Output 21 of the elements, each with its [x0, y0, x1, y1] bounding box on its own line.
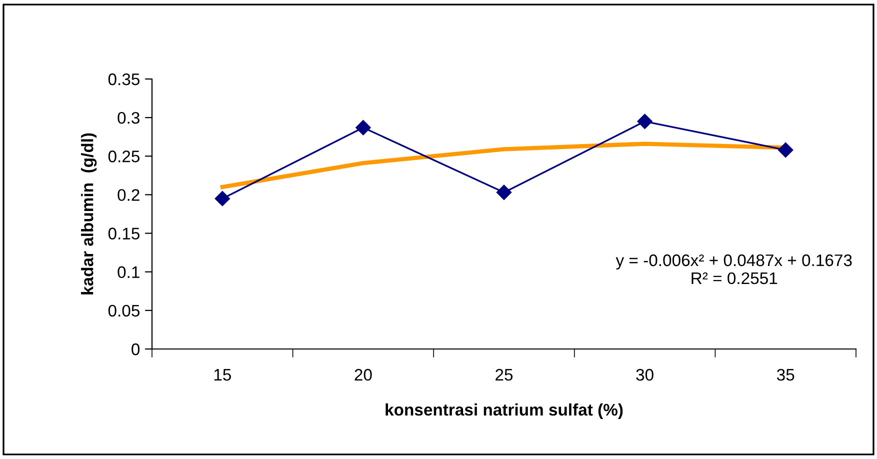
x-tick-label: 35	[776, 368, 794, 381]
x-tick-label: 15	[214, 369, 231, 381]
x-tick-label: 30	[636, 368, 654, 381]
point	[637, 114, 652, 129]
x-tick-label: 25	[496, 368, 513, 381]
point	[356, 120, 371, 136]
y-tick-label: 0.05	[108, 304, 140, 317]
point	[214, 191, 230, 206]
y-tick-label: 0.15	[108, 228, 140, 240]
point	[778, 142, 794, 158]
y-tick-label: 0.3	[118, 112, 140, 124]
point	[496, 184, 512, 200]
y-tick-label: 0	[132, 343, 140, 356]
annotation: y = -0.006x² + 0.0487x + 0.1673 R² = 0.2551	[616, 254, 852, 284]
y-tick-label: 0.2	[118, 189, 140, 201]
y-tick-label: 0.25	[108, 150, 140, 162]
y-axis-title: kadar albumin (g/dl)	[81, 133, 97, 294]
y-tick-label: 0.35	[108, 73, 140, 86]
x-axis-title: konsentrasi natrium sulfat (%)	[386, 403, 623, 419]
x-tick-label: 20	[354, 368, 372, 381]
y-tick-label: 0.1	[118, 266, 140, 278]
